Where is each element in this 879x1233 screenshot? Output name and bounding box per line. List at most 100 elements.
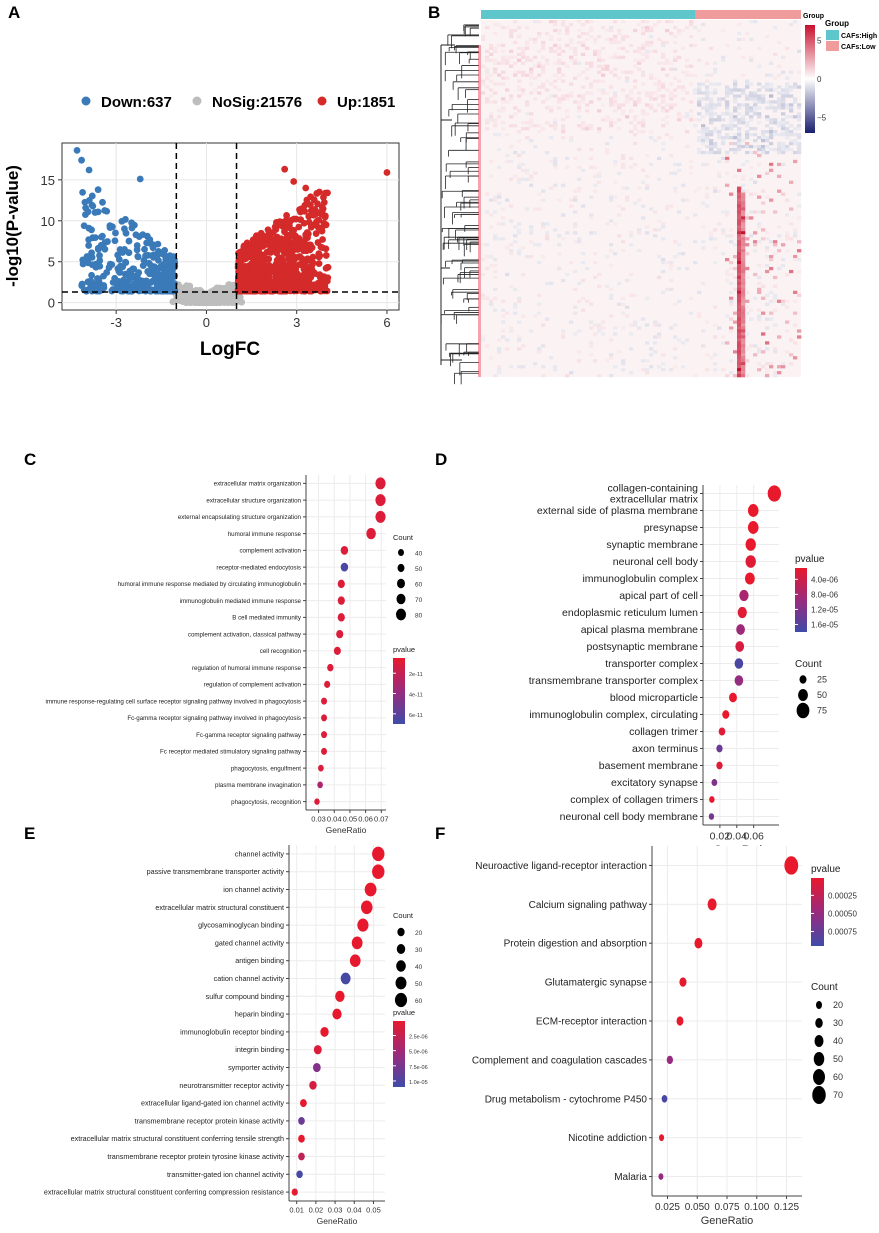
heatmap-cell	[525, 207, 530, 211]
volcano-point-up	[306, 241, 314, 249]
heatmap-cell	[641, 46, 646, 51]
volcano-point-down	[133, 242, 141, 249]
heatmap-cell	[665, 109, 670, 113]
heatmap-cell	[701, 240, 706, 244]
heatmap-cell	[549, 82, 554, 86]
volcano-legend-label: NoSig:21576	[212, 94, 302, 111]
volcano-point-down	[85, 242, 93, 249]
volcano-point-down	[122, 216, 129, 223]
heatmap-cell	[533, 97, 538, 101]
heatmap-cell	[601, 64, 606, 68]
heatmap-cell	[785, 249, 790, 253]
heatmap-cell	[577, 359, 582, 363]
heatmap-cell	[581, 127, 586, 131]
heatmap-cell	[665, 88, 670, 92]
count-legend-label: 75	[817, 706, 827, 716]
heatmap-cell	[629, 293, 634, 297]
heatmap-cell	[709, 130, 714, 134]
heatmap-cell	[629, 121, 634, 125]
heatmap-cell	[741, 189, 746, 193]
heatmap-cell	[545, 222, 550, 226]
heatmap-cell	[613, 73, 618, 77]
heatmap-cell	[573, 210, 578, 214]
heatmap-cell	[705, 106, 710, 110]
heatmap-cell	[789, 115, 794, 119]
heatmap-cell	[613, 91, 618, 95]
heatmap-cell	[701, 139, 706, 143]
heatmap-cell	[741, 198, 746, 202]
heatmap-cell	[597, 374, 602, 378]
volcano-point-down	[117, 264, 125, 271]
heatmap-cell	[773, 147, 778, 152]
heatmap-cell	[705, 353, 710, 357]
heatmap-cell	[745, 112, 750, 116]
heatmap-cell	[597, 70, 602, 74]
heatmap-cell	[609, 296, 614, 300]
heatmap-cell	[733, 124, 738, 128]
heatmap-cell	[777, 97, 782, 101]
heatmap-cell	[781, 103, 786, 107]
heatmap-cell	[553, 22, 558, 27]
heatmap-cell	[733, 136, 738, 140]
heatmap-cell	[757, 121, 762, 125]
heatmap-cell	[641, 216, 646, 220]
heatmap-cell	[549, 136, 554, 140]
heatmap-cell	[649, 43, 654, 48]
heatmap-cell	[569, 136, 574, 140]
heatmap-cell	[661, 269, 666, 274]
heatmap-cell	[633, 79, 638, 83]
heatmap-cell	[781, 121, 786, 125]
heatmap-cell	[729, 91, 734, 95]
heatmap-cell	[497, 82, 502, 86]
heatmap-cell	[769, 311, 774, 315]
heatmap-cell	[665, 260, 670, 265]
heatmap-cell	[749, 308, 754, 312]
heatmap-cell	[533, 243, 538, 247]
heatmap-cell	[597, 49, 602, 54]
heatmap-cell	[785, 76, 790, 80]
panel-label-e: E	[24, 824, 35, 843]
heatmap-cell	[481, 338, 486, 342]
heatmap-cell	[705, 88, 710, 92]
heatmap-cell	[657, 255, 662, 259]
heatmap-cell	[641, 20, 646, 24]
pvalue-legend-label: 4e-11	[409, 693, 423, 699]
dotplot-point	[747, 504, 759, 517]
pvalue-colorbar	[393, 658, 405, 724]
volcano-point-up	[251, 284, 258, 292]
heatmap-cell	[737, 350, 742, 354]
heatmap-cell	[705, 195, 710, 199]
heatmap-cell	[737, 293, 742, 297]
heatmap-cell	[625, 278, 630, 283]
heatmap-cell	[737, 106, 742, 110]
heatmap-cell	[601, 326, 606, 330]
heatmap-cell	[645, 112, 650, 116]
heatmap-cell	[493, 374, 498, 378]
heatmap-cell	[509, 31, 514, 36]
heatmap-cell	[781, 243, 786, 247]
heatmap-cell	[569, 371, 574, 375]
heatmap-cell	[677, 115, 682, 119]
volcano-point-down	[112, 229, 119, 237]
heatmap-cell	[621, 103, 626, 107]
heatmap-cell	[709, 121, 714, 125]
heatmap-cell	[517, 94, 522, 98]
heatmap-cell	[609, 100, 614, 104]
heatmap-cell	[765, 34, 770, 39]
heatmap-cell	[677, 210, 682, 214]
heatmap-cell	[741, 207, 746, 211]
volcano-point-up	[273, 249, 281, 257]
heatmap-cell	[677, 266, 682, 271]
heatmap-cell	[757, 147, 762, 152]
heatmap-cell	[681, 85, 686, 89]
heatmap-cell	[729, 240, 734, 244]
heatmap-cell	[749, 177, 754, 181]
heatmap-cell	[737, 231, 742, 235]
volcano-point-up	[324, 189, 331, 197]
heatmap-cell	[533, 171, 538, 175]
dotplot-point	[734, 675, 744, 686]
dotplot-x-tick-label: 0.04	[347, 1206, 362, 1215]
volcano-point-down	[125, 287, 133, 295]
heatmap-cell	[793, 133, 798, 137]
